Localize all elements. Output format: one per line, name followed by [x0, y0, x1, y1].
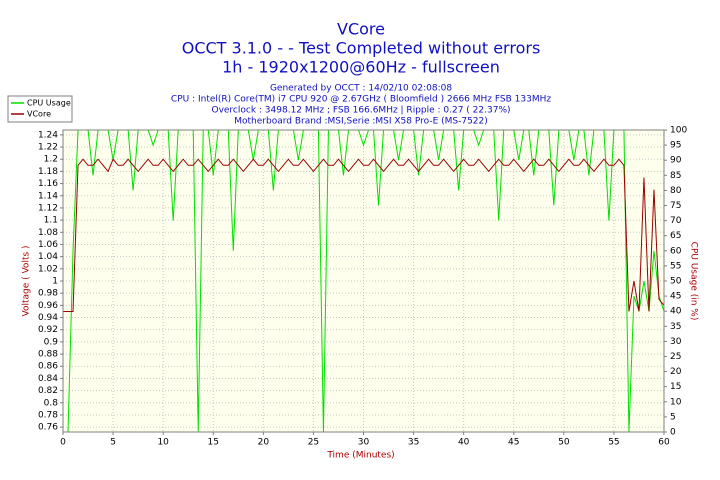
y2-tick-label: 70 — [670, 216, 682, 226]
y2-tick-label: 5 — [670, 412, 676, 422]
y2-tick-label: 85 — [670, 171, 681, 181]
x-tick-label: 20 — [258, 438, 270, 448]
y-axis-label: Voltage ( Volts ) — [22, 245, 32, 316]
y2-tick-label: 65 — [670, 231, 681, 241]
info-line: Overclock : 3498.12 MHz ; FSB 166.6MHz |… — [211, 106, 510, 116]
x-tick-label: 50 — [558, 438, 570, 448]
y-tick-label: 1 — [52, 277, 58, 287]
y-tick-label: 1.1 — [44, 216, 58, 226]
y-tick-label: 1.24 — [38, 130, 58, 140]
y-tick-label: 0.98 — [38, 289, 58, 299]
y2-tick-label: 20 — [670, 367, 682, 377]
info-line: Generated by OCCT : 14/02/10 02:08:08 — [270, 84, 452, 94]
y2-tick-label: 60 — [670, 246, 682, 256]
y-tick-label: 1.16 — [38, 179, 58, 189]
y-tick-label: 1.08 — [38, 228, 58, 238]
y-tick-label: 1.22 — [38, 143, 58, 153]
y-tick-label: 0.84 — [38, 374, 58, 384]
subtitle: OCCT 3.1.0 - - Test Completed without er… — [182, 39, 541, 58]
y2-tick-label: 90 — [670, 156, 682, 166]
y-tick-label: 1.14 — [38, 191, 58, 201]
x-tick-label: 15 — [208, 438, 219, 448]
legend-label: CPU Usage — [27, 99, 71, 108]
y2-tick-label: 25 — [670, 352, 681, 362]
x-tick-label: 60 — [658, 438, 670, 448]
y2-tick-label: 55 — [670, 261, 681, 271]
y-tick-label: 1.02 — [38, 264, 58, 274]
legend — [7, 95, 73, 123]
data-line — [63, 158, 665, 312]
info-line: Motherboard Brand :MSI,Serie :MSI X58 Pr… — [234, 117, 488, 127]
y-tick-label: 1.2 — [44, 155, 58, 165]
y2-tick-label: 95 — [670, 141, 681, 151]
y2-tick-label: 35 — [670, 322, 681, 332]
y2-tick-label: 0 — [670, 428, 676, 438]
y-tick-label: 0.86 — [38, 362, 58, 372]
x-tick-label: 25 — [308, 438, 319, 448]
x-tick-label: 55 — [608, 438, 619, 448]
y-tick-label: 0.82 — [38, 386, 58, 396]
y-tick-label: 1.12 — [38, 203, 58, 213]
y2-tick-label: 40 — [670, 307, 682, 317]
subtitle: 1h - 1920x1200@60Hz - fullscreen — [222, 58, 500, 77]
y2-tick-label: 50 — [670, 277, 682, 287]
y2-tick-label: 80 — [670, 186, 682, 196]
y-tick-label: 1.18 — [38, 167, 58, 177]
y-tick-label: 0.96 — [38, 301, 58, 311]
x-axis-label: Time (Minutes) — [326, 451, 394, 461]
y-tick-label: 0.76 — [38, 423, 58, 433]
y-tick-label: 1.04 — [38, 252, 58, 262]
info-line: CPU : Intel(R) Core(TM) i7 CPU 920 @ 2.6… — [171, 95, 551, 105]
y-tick-label: 0.92 — [38, 325, 58, 335]
legend-label: VCore — [27, 110, 51, 119]
y2-tick-label: 75 — [670, 201, 681, 211]
plot-border — [62, 129, 665, 433]
chart-title: VCore — [337, 20, 385, 39]
y2-axis-label: CPU Usage (in %) — [689, 242, 699, 321]
x-tick-label: 0 — [60, 438, 66, 448]
x-tick-label: 45 — [508, 438, 519, 448]
y2-tick-label: 10 — [670, 397, 682, 407]
y2-tick-label: 100 — [670, 126, 687, 136]
y2-tick-label: 30 — [670, 337, 682, 347]
y2-tick-label: 45 — [670, 292, 681, 302]
y2-tick-label: 15 — [670, 382, 681, 392]
y-tick-label: 0.9 — [44, 337, 59, 347]
x-tick-label: 30 — [358, 438, 370, 448]
y-tick-label: 0.78 — [38, 410, 58, 420]
y-tick-label: 1.06 — [38, 240, 58, 250]
x-tick-label: 10 — [157, 438, 169, 448]
y-tick-label: 0.88 — [38, 350, 58, 360]
y-tick-label: 0.8 — [44, 398, 59, 408]
y-tick-label: 0.94 — [38, 313, 58, 323]
x-tick-label: 35 — [408, 438, 419, 448]
x-tick-label: 5 — [110, 438, 116, 448]
x-tick-label: 40 — [458, 438, 470, 448]
